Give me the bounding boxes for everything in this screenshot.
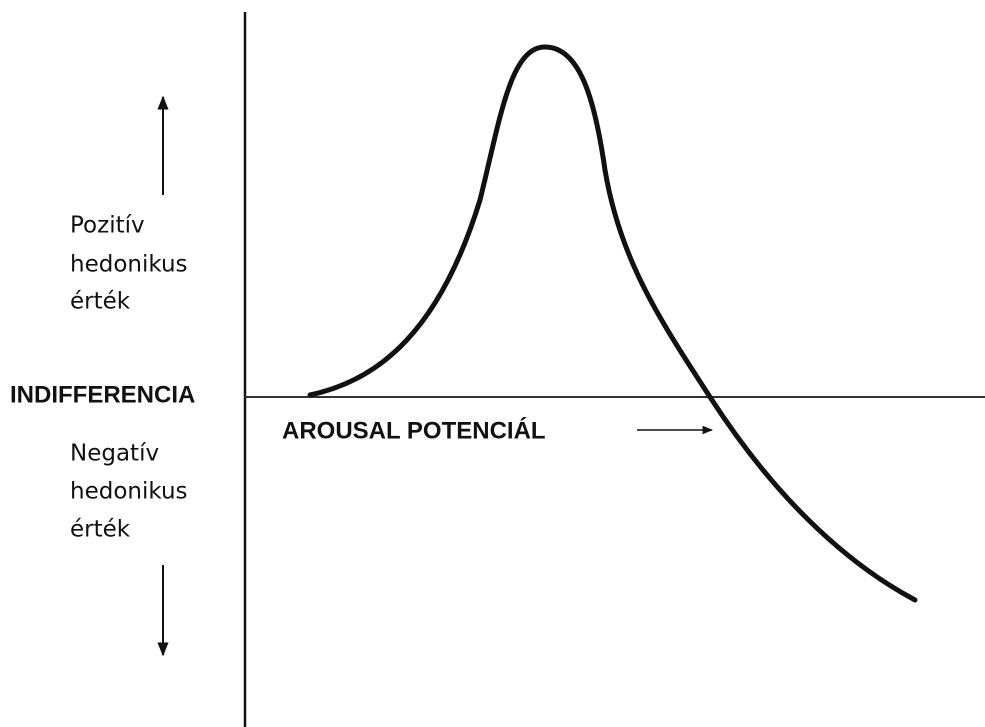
positive-label: Pozitív <box>70 213 145 239</box>
positive-label: érték <box>70 289 131 315</box>
indifference-label: INDIFFERENCIA <box>10 381 195 408</box>
positive-label: hedonikus <box>70 252 188 278</box>
wundt-curve <box>307 44 918 603</box>
negative-label: érték <box>70 517 131 543</box>
negative-label: Negatív <box>70 441 159 467</box>
x-axis-label: AROUSAL POTENCIÁL <box>282 416 546 444</box>
negative-label: hedonikus <box>70 479 188 505</box>
